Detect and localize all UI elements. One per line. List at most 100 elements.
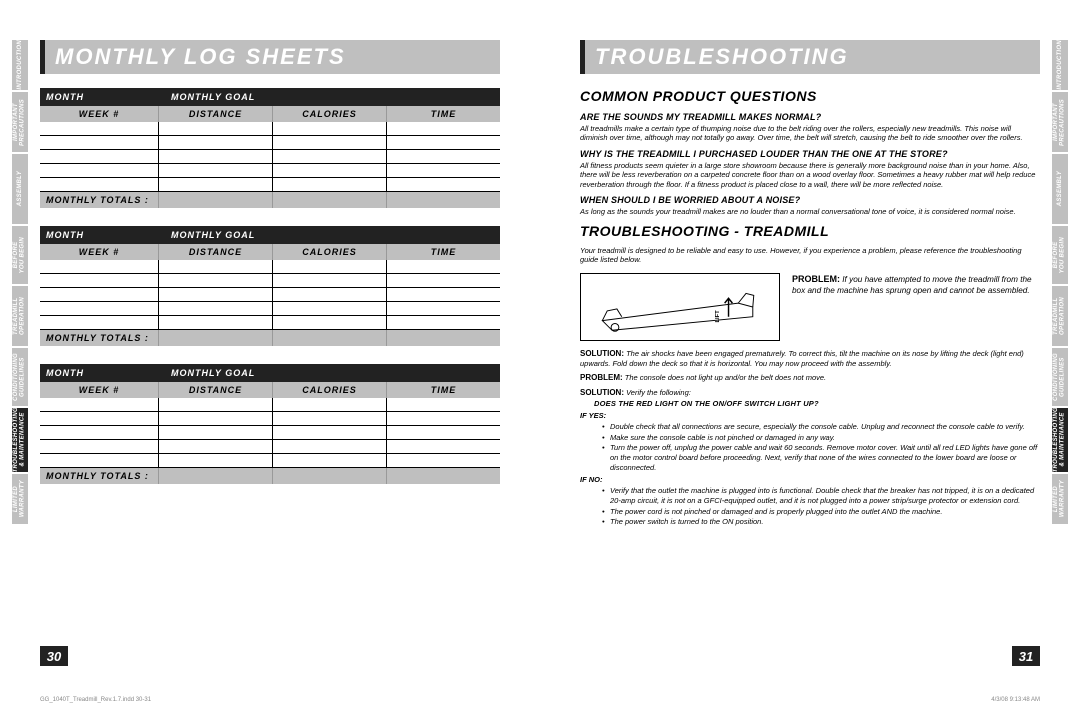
- col-calories: CALORIES: [273, 382, 387, 398]
- tabs-right: INTRODUCTION IMPORTANT PRECAUTIONS ASSEMBL…: [1052, 40, 1068, 661]
- col-distance: DISTANCE: [159, 106, 273, 122]
- log-month-label: MONTH: [40, 226, 165, 244]
- log-month-label: MONTH: [40, 88, 165, 106]
- tab-assembly[interactable]: ASSEMBLY: [12, 154, 28, 224]
- bullet-item: The power cord is not pinched or damaged…: [602, 507, 1040, 517]
- col-calories: CALORIES: [273, 244, 387, 260]
- tabs-left: INTRODUCTION IMPORTANT PRECAUTIONS ASSEMBL…: [12, 40, 28, 661]
- col-week: WEEK #: [40, 244, 159, 260]
- log-row: [40, 412, 500, 426]
- bullet-item: Turn the power off, unplug the power cab…: [602, 443, 1040, 472]
- log-row: [40, 426, 500, 440]
- log-row: [40, 288, 500, 302]
- log-row: [40, 302, 500, 316]
- tab-important-precautions[interactable]: IMPORTANT PRECAUTIONS: [1052, 92, 1068, 152]
- solution-2-body: Verify the following:: [624, 388, 691, 397]
- section-header-left: MONTHLY LOG SHEETS: [40, 40, 500, 74]
- log-block: MONTH MONTHLY GOAL WEEK # DISTANCE CALOR…: [40, 364, 500, 484]
- log-totals: MONTHLY TOTALS :: [40, 330, 500, 346]
- col-time: TIME: [387, 382, 500, 398]
- log-row: [40, 260, 500, 274]
- solution-1-label: SOLUTION:: [580, 349, 624, 358]
- tab-before-you-begin[interactable]: BEFORE YOU BEGIN: [12, 226, 28, 284]
- tab-important-precautions[interactable]: IMPORTANT PRECAUTIONS: [12, 92, 28, 152]
- if-yes-label: IF YES:: [580, 411, 1040, 420]
- log-row: [40, 454, 500, 468]
- question-1: ARE THE SOUNDS MY TREADMILL MAKES NORMAL…: [580, 112, 1040, 123]
- solution-1: SOLUTION: The air shocks have been engag…: [580, 349, 1040, 368]
- answer-1: All treadmills make a certain type of th…: [580, 124, 1040, 143]
- tab-troubleshooting-maintenance[interactable]: TROUBLESHOOTING & MAINTENANCE: [12, 408, 28, 472]
- log-goal-label: MONTHLY GOAL: [165, 364, 500, 382]
- if-no-label: IF NO:: [580, 475, 1040, 484]
- log-row: [40, 398, 500, 412]
- log-row: [40, 164, 500, 178]
- tab-introduction[interactable]: INTRODUCTION: [12, 40, 28, 90]
- problem-box-1: LIFT PROBLEM: If you have attempted to m…: [580, 273, 1040, 341]
- log-row: [40, 136, 500, 150]
- log-subheader: WEEK # DISTANCE CALORIES TIME: [40, 382, 500, 398]
- bullet-item: Verify that the outlet the machine is pl…: [602, 486, 1040, 506]
- question-3: WHEN SHOULD I BE WORRIED ABOUT A NOISE?: [580, 195, 1040, 206]
- log-header: MONTH MONTHLY GOAL: [40, 88, 500, 106]
- tab-treadmill-operation[interactable]: TREADMILL OPERATION: [1052, 286, 1068, 346]
- bullet-item: Make sure the console cable is not pinch…: [602, 433, 1040, 443]
- log-totals: MONTHLY TOTALS :: [40, 192, 500, 208]
- tab-conditioning-guidelines[interactable]: CONDITIONING GUIDELINES: [12, 348, 28, 406]
- footer-date: 4/3/08 9:13:48 AM: [991, 697, 1040, 703]
- footer: GG_1040T_Treadmill_Rev.1.7.indd 30-31 4/…: [40, 697, 1040, 703]
- tab-conditioning-guidelines[interactable]: CONDITIONING GUIDELINES: [1052, 348, 1068, 406]
- col-distance: DISTANCE: [159, 382, 273, 398]
- problem-1-label: PROBLEM:: [792, 274, 840, 284]
- bullet-item: Double check that all connections are se…: [602, 422, 1040, 432]
- heading-common-questions: COMMON PRODUCT QUESTIONS: [580, 88, 1040, 106]
- page-number-right: 31: [1012, 646, 1040, 666]
- log-header: MONTH MONTHLY GOAL: [40, 364, 500, 382]
- col-calories: CALORIES: [273, 106, 387, 122]
- log-row: [40, 122, 500, 136]
- tab-before-you-begin[interactable]: BEFORE YOU BEGIN: [1052, 226, 1068, 284]
- title-right: TROUBLESHOOTING: [595, 44, 1030, 70]
- section-header-right: TROUBLESHOOTING: [580, 40, 1040, 74]
- footer-file: GG_1040T_Treadmill_Rev.1.7.indd 30-31: [40, 697, 151, 703]
- tab-troubleshooting-maintenance[interactable]: TROUBLESHOOTING & MAINTENANCE: [1052, 408, 1068, 472]
- tab-introduction[interactable]: INTRODUCTION: [1052, 40, 1068, 90]
- page-right: INTRODUCTION IMPORTANT PRECAUTIONS ASSEMBL…: [540, 0, 1080, 681]
- lift-label: LIFT: [715, 310, 721, 323]
- totals-label: MONTHLY TOTALS :: [40, 330, 158, 346]
- log-row: [40, 440, 500, 454]
- log-row: [40, 150, 500, 164]
- solution-2-label: SOLUTION:: [580, 388, 624, 397]
- problem-1-text: PROBLEM: If you have attempted to move t…: [792, 273, 1040, 296]
- bullet-item: The power switch is turned to the ON pos…: [602, 517, 1040, 527]
- log-goal-label: MONTHLY GOAL: [165, 226, 500, 244]
- tab-assembly[interactable]: ASSEMBLY: [1052, 154, 1068, 224]
- log-month-label: MONTH: [40, 364, 165, 382]
- totals-label: MONTHLY TOTALS :: [40, 192, 158, 208]
- tab-limited-warranty[interactable]: LIMITED WARRANTY: [12, 474, 28, 524]
- log-subheader: WEEK # DISTANCE CALORIES TIME: [40, 244, 500, 260]
- col-week: WEEK #: [40, 106, 159, 122]
- col-time: TIME: [387, 244, 500, 260]
- answer-3: As long as the sounds your treadmill mak…: [580, 207, 1040, 216]
- title-left: MONTHLY LOG SHEETS: [55, 44, 490, 70]
- page-number-left: 30: [40, 646, 68, 666]
- tab-limited-warranty[interactable]: LIMITED WARRANTY: [1052, 474, 1068, 524]
- heading-tt: TROUBLESHOOTING - TREADMILL: [580, 223, 1040, 241]
- log-sheets-container: MONTH MONTHLY GOAL WEEK # DISTANCE CALOR…: [40, 88, 500, 484]
- problem-2-body: The console does not light up and/or the…: [623, 373, 826, 382]
- solution-2: SOLUTION: Verify the following:: [580, 388, 1040, 398]
- treadmill-diagram: LIFT: [580, 273, 780, 341]
- totals-label: MONTHLY TOTALS :: [40, 468, 158, 484]
- log-row: [40, 178, 500, 192]
- problem-2-label: PROBLEM:: [580, 373, 623, 382]
- solution-1-body: The air shocks have been engaged prematu…: [580, 349, 1024, 368]
- log-header: MONTH MONTHLY GOAL: [40, 226, 500, 244]
- log-goal-label: MONTHLY GOAL: [165, 88, 500, 106]
- log-subheader: WEEK # DISTANCE CALORIES TIME: [40, 106, 500, 122]
- tt-intro: Your treadmill is designed to be reliabl…: [580, 246, 1040, 265]
- log-totals: MONTHLY TOTALS :: [40, 468, 500, 484]
- question-2: WHY IS THE TREADMILL I PURCHASED LOUDER …: [580, 149, 1040, 160]
- tab-treadmill-operation[interactable]: TREADMILL OPERATION: [12, 286, 28, 346]
- log-row: [40, 274, 500, 288]
